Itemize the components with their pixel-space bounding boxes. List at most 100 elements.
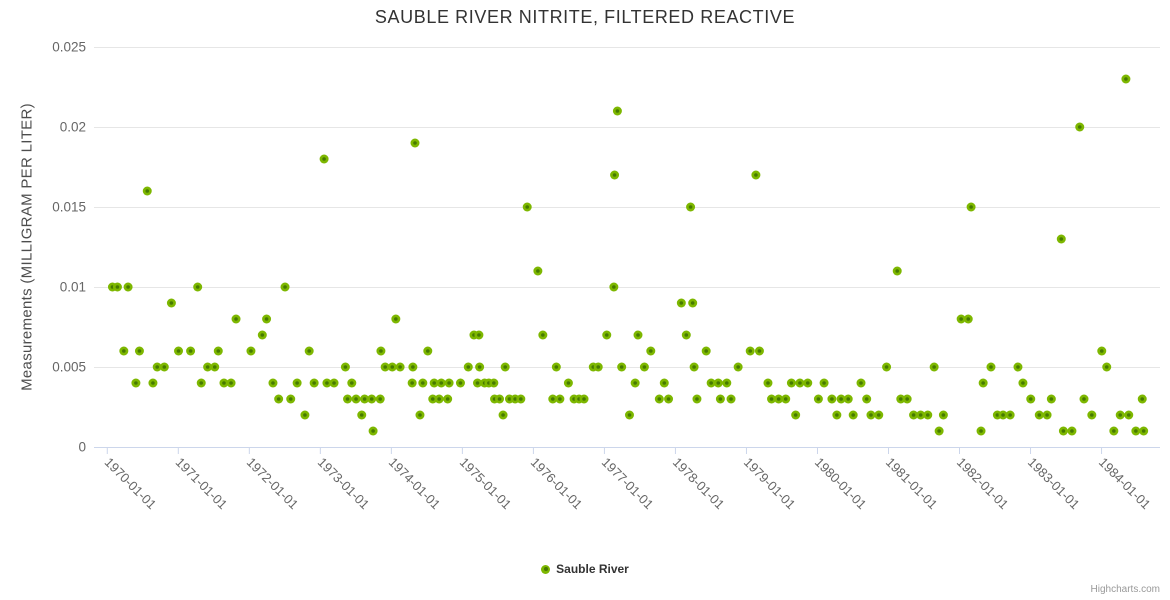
data-point[interactable]: [639, 362, 649, 372]
data-point[interactable]: [1058, 426, 1068, 436]
data-point[interactable]: [1087, 410, 1097, 420]
data-point[interactable]: [246, 346, 256, 356]
highcharts-credits-link[interactable]: Highcharts.com: [1090, 584, 1160, 595]
data-point[interactable]: [923, 410, 933, 420]
data-point[interactable]: [1013, 362, 1023, 372]
data-point[interactable]: [1075, 122, 1085, 132]
data-point[interactable]: [443, 394, 453, 404]
data-point[interactable]: [367, 394, 377, 404]
data-point[interactable]: [498, 410, 508, 420]
data-point[interactable]: [1137, 394, 1147, 404]
data-point[interactable]: [715, 394, 725, 404]
data-point[interactable]: [186, 346, 196, 356]
data-point[interactable]: [617, 362, 627, 372]
data-point[interactable]: [803, 378, 813, 388]
data-point[interactable]: [436, 378, 446, 388]
data-point[interactable]: [347, 378, 357, 388]
data-point[interactable]: [827, 394, 837, 404]
data-point[interactable]: [689, 362, 699, 372]
data-point[interactable]: [415, 410, 425, 420]
data-point[interactable]: [309, 378, 319, 388]
data-point[interactable]: [274, 394, 284, 404]
data-point[interactable]: [196, 378, 206, 388]
data-point[interactable]: [376, 346, 386, 356]
data-point[interactable]: [533, 266, 543, 276]
data-point[interactable]: [963, 314, 973, 324]
data-point[interactable]: [407, 378, 417, 388]
data-point[interactable]: [391, 314, 401, 324]
data-point[interactable]: [751, 170, 761, 180]
data-point[interactable]: [866, 410, 876, 420]
data-point[interactable]: [1097, 346, 1107, 356]
data-point[interactable]: [516, 394, 526, 404]
data-point[interactable]: [929, 362, 939, 372]
data-point[interactable]: [610, 170, 620, 180]
data-point[interactable]: [813, 394, 823, 404]
data-point[interactable]: [646, 346, 656, 356]
data-point[interactable]: [1121, 74, 1131, 84]
data-point[interactable]: [654, 394, 664, 404]
data-point[interactable]: [882, 362, 892, 372]
data-point[interactable]: [659, 378, 669, 388]
data-point[interactable]: [142, 186, 152, 196]
data-point[interactable]: [357, 410, 367, 420]
data-point[interactable]: [754, 346, 764, 356]
data-point[interactable]: [555, 394, 565, 404]
data-point[interactable]: [418, 378, 428, 388]
data-point[interactable]: [745, 346, 755, 356]
data-point[interactable]: [1115, 410, 1125, 420]
data-point[interactable]: [681, 330, 691, 340]
data-point[interactable]: [410, 138, 420, 148]
data-point[interactable]: [848, 410, 858, 420]
data-point[interactable]: [1042, 410, 1052, 420]
data-point[interactable]: [624, 410, 634, 420]
data-point[interactable]: [609, 282, 619, 292]
data-point[interactable]: [300, 410, 310, 420]
data-point[interactable]: [978, 378, 988, 388]
data-point[interactable]: [786, 378, 796, 388]
data-point[interactable]: [134, 346, 144, 356]
legend-item-sauble-river[interactable]: Sauble River: [0, 562, 1170, 576]
data-point[interactable]: [1034, 410, 1044, 420]
data-point[interactable]: [1131, 426, 1141, 436]
data-point[interactable]: [538, 330, 548, 340]
data-point[interactable]: [986, 362, 996, 372]
data-point[interactable]: [131, 378, 141, 388]
data-point[interactable]: [832, 410, 842, 420]
data-point[interactable]: [976, 426, 986, 436]
data-point[interactable]: [500, 362, 510, 372]
data-point[interactable]: [726, 394, 736, 404]
data-point[interactable]: [408, 362, 418, 372]
data-point[interactable]: [676, 298, 686, 308]
data-point[interactable]: [148, 378, 158, 388]
data-point[interactable]: [340, 362, 350, 372]
data-point[interactable]: [193, 282, 203, 292]
data-point[interactable]: [423, 346, 433, 356]
data-point[interactable]: [593, 362, 603, 372]
data-point[interactable]: [489, 378, 499, 388]
data-point[interactable]: [444, 378, 454, 388]
data-point[interactable]: [602, 330, 612, 340]
data-point[interactable]: [231, 314, 241, 324]
data-point[interactable]: [280, 282, 290, 292]
data-point[interactable]: [722, 378, 732, 388]
data-point[interactable]: [934, 426, 944, 436]
data-point[interactable]: [874, 410, 884, 420]
data-point[interactable]: [522, 202, 532, 212]
data-point[interactable]: [902, 394, 912, 404]
data-point[interactable]: [563, 378, 573, 388]
data-point[interactable]: [262, 314, 272, 324]
data-point[interactable]: [159, 362, 169, 372]
data-point[interactable]: [495, 394, 505, 404]
data-point[interactable]: [375, 394, 385, 404]
data-point[interactable]: [551, 362, 561, 372]
data-point[interactable]: [1124, 410, 1134, 420]
data-point[interactable]: [351, 394, 361, 404]
data-point[interactable]: [1046, 394, 1056, 404]
data-point[interactable]: [210, 362, 220, 372]
data-point[interactable]: [226, 378, 236, 388]
data-point[interactable]: [1109, 426, 1119, 436]
data-point[interactable]: [701, 346, 711, 356]
data-point[interactable]: [286, 394, 296, 404]
data-point[interactable]: [1102, 362, 1112, 372]
